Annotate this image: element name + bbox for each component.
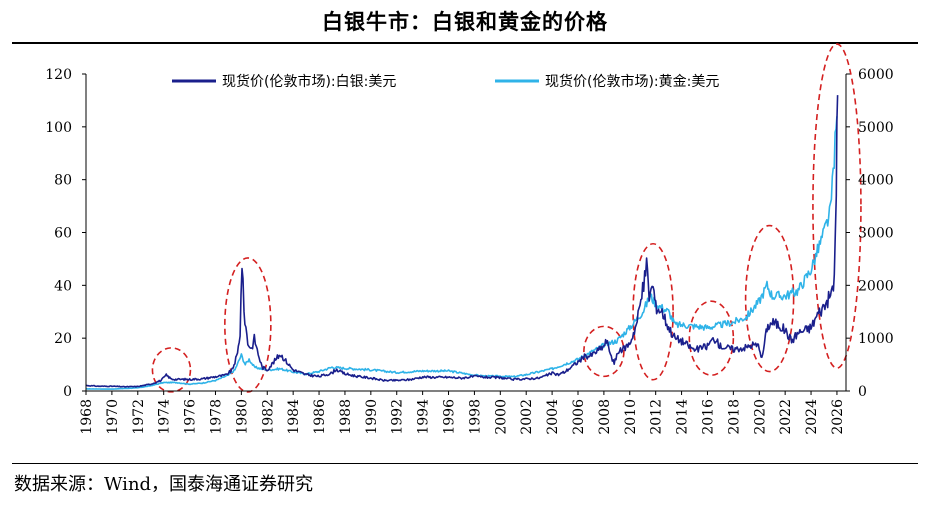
- x-tick-label: 1982: [260, 399, 276, 435]
- x-tick-label: 1992: [390, 399, 406, 435]
- y-right-tick-label: 2000: [858, 278, 894, 294]
- highlight-ellipse: [688, 300, 735, 376]
- y-left-tick-label: 20: [54, 331, 72, 347]
- x-tick-label: 1978: [208, 399, 224, 435]
- x-tick-label: 2008: [597, 399, 613, 435]
- y-right-tick-label: 4000: [858, 173, 894, 189]
- highlight-ellipse: [224, 257, 272, 393]
- highlight-ellipse: [151, 347, 192, 393]
- highlight-ellipse: [744, 224, 795, 373]
- y-right-tick-label: 3000: [858, 226, 894, 242]
- silver-series-line: [85, 95, 839, 388]
- legend-silver-label: 现货价(伦敦市场):白银:美元: [222, 73, 396, 90]
- x-tick-label: 2002: [519, 399, 535, 435]
- x-tick-label: 2018: [726, 399, 742, 435]
- highlight-ellipse: [812, 43, 862, 369]
- legend-gold-label: 现货价(伦敦市场):黄金:美元: [545, 73, 719, 90]
- legend: 现货价(伦敦市场):白银:美元 现货价(伦敦市场):黄金:美元: [172, 73, 719, 90]
- x-tick-label: 1988: [338, 399, 354, 435]
- x-tick-label: 2026: [830, 399, 846, 435]
- y-left-tick-label: 80: [54, 173, 72, 189]
- y-left-tick-label: 0: [63, 384, 72, 400]
- highlight-ellipse: [583, 325, 625, 378]
- x-tick-label: 2010: [623, 399, 639, 435]
- x-tick-label: 2016: [700, 399, 716, 435]
- x-tick-label: 2014: [675, 399, 691, 435]
- x-tick-label: 1970: [105, 399, 121, 435]
- footer-divider: [12, 463, 918, 464]
- x-tick-label: 1996: [442, 399, 458, 435]
- x-tick-label: 2020: [752, 399, 768, 435]
- y-right-tick-label: 5000: [858, 120, 894, 136]
- gold-series-line: [86, 116, 838, 390]
- x-tick-label: 2006: [571, 399, 587, 435]
- y-right-tick-label: 6000: [858, 67, 894, 83]
- y-left-tick-label: 120: [45, 67, 72, 83]
- y-right-tick-label: 0: [858, 384, 867, 400]
- y-left-tick-label: 100: [45, 120, 72, 136]
- x-tick-label: 1986: [312, 399, 328, 435]
- highlight-ellipse: [632, 242, 674, 381]
- page-title: 白银牛市：白银和黄金的价格: [322, 10, 608, 34]
- source-note: 数据来源：Wind，国泰海通证券研究: [14, 474, 314, 495]
- x-tick-label: 2004: [545, 399, 561, 435]
- x-tick-label: 1974: [157, 399, 173, 435]
- x-tick-label: 1976: [183, 399, 199, 435]
- y-left-tick-label: 40: [54, 278, 72, 294]
- axes: 0 20 40 60 80 100 120 0 1000 2000 3000 4000 5000 6000…: [45, 67, 893, 435]
- x-tick-label: 1968: [79, 399, 95, 435]
- series-lines: [85, 95, 839, 390]
- x-tick-label: 2024: [804, 399, 820, 435]
- title-divider: [12, 42, 918, 44]
- y-left-tick-label: 60: [54, 226, 72, 242]
- x-tick-label: 1980: [234, 399, 250, 435]
- x-tick-label: 2022: [778, 399, 794, 435]
- x-tick-label: 1998: [467, 399, 483, 435]
- x-tick-label: 1990: [364, 399, 380, 435]
- x-tick-label: 1994: [416, 399, 432, 435]
- highlight-ellipses: [151, 43, 862, 393]
- x-tick-label: 1984: [286, 399, 302, 435]
- y-right-tick-label: 1000: [858, 331, 894, 347]
- x-tick-label: 2012: [649, 399, 665, 435]
- x-tick-label: 2000: [493, 399, 509, 435]
- x-tick-label: 1972: [131, 399, 147, 435]
